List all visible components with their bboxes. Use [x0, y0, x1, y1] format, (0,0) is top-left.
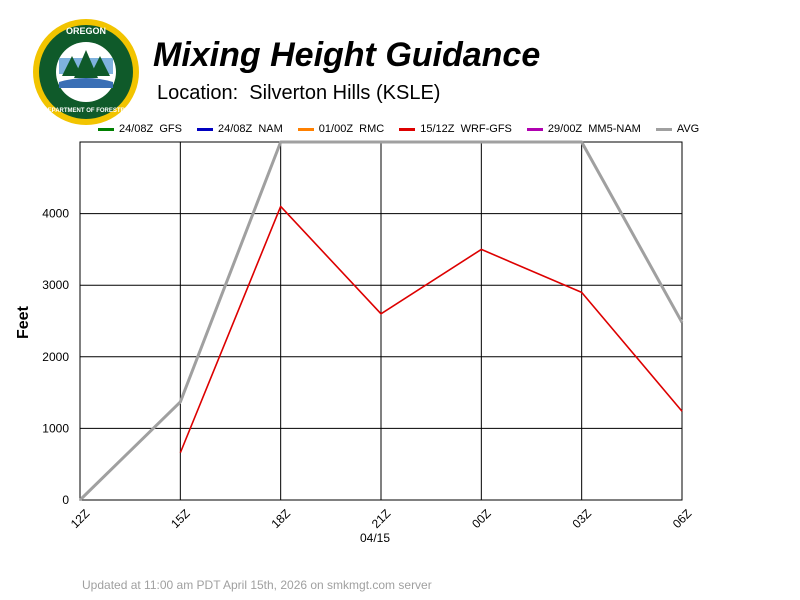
y-tick-label: 3000 — [42, 278, 69, 292]
x-tick-label: 15Z — [168, 506, 193, 531]
x-tick-label: 18Z — [268, 506, 293, 531]
legend-label: 24/08Z GFS — [119, 123, 182, 135]
legend-swatch — [399, 127, 416, 131]
legend-label: 29/00Z MM5-NAM — [547, 123, 641, 135]
chart-legend: 24/08Z GFS 24/08Z NAM 01/00Z RMC 15/12Z WRF… — [98, 122, 714, 136]
chart-title: Mixing Height Guidance — [153, 36, 541, 74]
legend-item: 29/00Z MM5-NAM — [526, 123, 641, 135]
x-axis-date-label: 04/15 — [360, 531, 391, 545]
legend-label: 24/08Z NAM — [217, 123, 283, 135]
x-tick-label: 00Z — [469, 506, 494, 531]
svg-text:DEPARTMENT OF FORESTRY: DEPARTMENT OF FORESTRY — [43, 108, 128, 114]
y-tick-label: 2000 — [42, 350, 69, 364]
svg-text:OREGON: OREGON — [66, 26, 106, 36]
legend-label: 01/00Z RMC — [318, 123, 385, 135]
legend-label: AVG — [676, 123, 700, 135]
x-tick-label: 21Z — [369, 506, 394, 531]
legend-swatch — [526, 127, 543, 131]
footer-update-text: Updated at 11:00 am PDT April 15th, 2026… — [82, 578, 432, 592]
legend-swatch — [98, 127, 114, 131]
oregon-forestry-logo: OREGON DEPARTMENT OF FORESTRY — [33, 19, 139, 125]
legend-item: 15/12Z WRF-GFS — [399, 123, 512, 135]
legend-item: 24/08Z NAM — [196, 123, 283, 135]
series-line-15-12z-wrf-gfs — [179, 205, 683, 454]
legend-item: AVG — [655, 123, 700, 135]
legend-label: 15/12Z WRF-GFS — [420, 123, 512, 135]
y-tick-label: 4000 — [42, 207, 69, 221]
x-tick-label: 06Z — [670, 506, 695, 531]
legend-swatch — [297, 127, 314, 131]
legend-swatch — [196, 127, 213, 131]
legend-swatch — [655, 127, 672, 131]
x-tick-label: 03Z — [569, 506, 594, 531]
x-tick-label: 12Z — [68, 506, 93, 531]
series-line-avg — [78, 140, 684, 502]
y-tick-label: 0 — [62, 493, 69, 507]
location-subtitle: Location: Silverton Hills (KSLE) — [157, 82, 441, 104]
y-tick-label: 1000 — [42, 421, 69, 435]
legend-item: 24/08Z GFS — [98, 123, 182, 135]
legend-item: 01/00Z RMC — [297, 123, 385, 135]
